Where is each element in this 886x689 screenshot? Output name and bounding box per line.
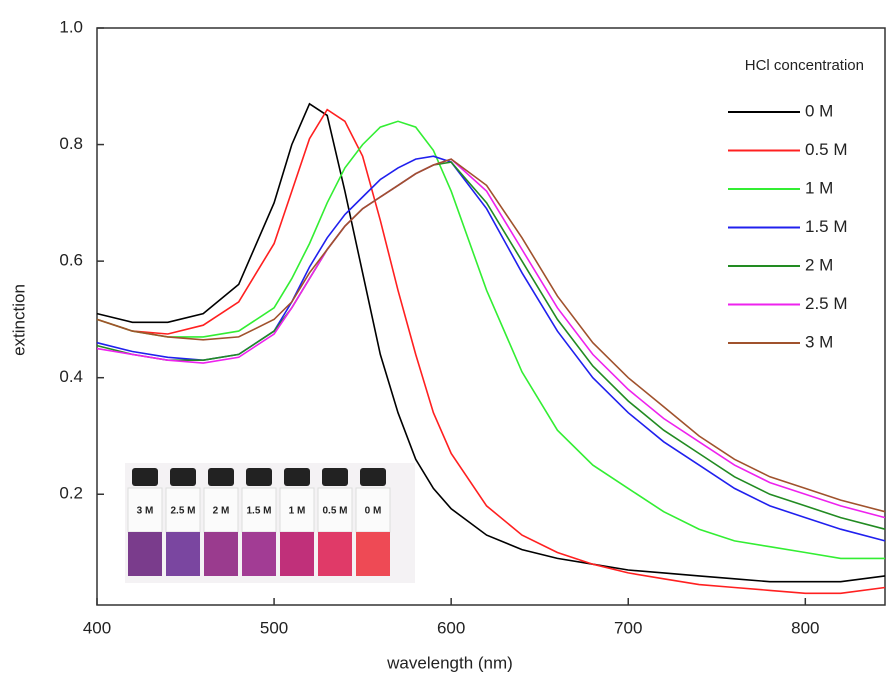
- vial-liquid: [128, 532, 162, 576]
- vial-liquid: [166, 532, 200, 576]
- inset-label: 3 M: [137, 506, 154, 517]
- legend-label: 0.5 M: [805, 140, 848, 159]
- vial-liquid: [280, 532, 314, 576]
- inset-label: 1.5 M: [246, 506, 271, 517]
- series-line: [96, 108, 886, 595]
- x-axis-label: wavelength (nm): [386, 653, 513, 672]
- series-line: [96, 102, 886, 583]
- vial-cap: [360, 468, 386, 486]
- vial-body: [203, 487, 239, 533]
- vial-liquid: [242, 532, 276, 576]
- vial-cap: [170, 468, 196, 486]
- legend-label: 0 M: [805, 101, 833, 120]
- x-tick-label: 600: [437, 618, 465, 637]
- inset-photo: 3 M 2.5 M 2 M 1.5 M 1 M 0.5 M 0 M: [125, 463, 415, 583]
- vial-cap: [132, 468, 158, 486]
- series-line: [96, 120, 885, 560]
- inset-label: 2.5 M: [170, 506, 195, 517]
- inset-label: 2 M: [213, 506, 230, 517]
- y-tick-label: 1.0: [59, 17, 83, 36]
- inset-label: 0.5 M: [322, 506, 347, 517]
- legend-label: 2 M: [805, 255, 833, 274]
- series-line: [96, 158, 886, 513]
- legend-title: HCl concentration: [745, 57, 864, 74]
- legend-label: 2.5 M: [805, 294, 848, 313]
- inset-label: 0 M: [365, 506, 382, 517]
- vial-cap: [284, 468, 310, 486]
- plot-frame: [96, 27, 886, 606]
- x-tick-label: 400: [83, 618, 111, 637]
- y-tick-label: 0.2: [59, 484, 83, 503]
- vial-cap: [246, 468, 272, 486]
- y-axis-label: extinction: [9, 284, 28, 356]
- x-tick-label: 500: [260, 618, 288, 637]
- y-tick-label: 0.6: [59, 251, 83, 270]
- vial-cap: [208, 468, 234, 486]
- vial-cap: [322, 468, 348, 486]
- vial-body: [355, 487, 391, 533]
- y-tick-label: 0.4: [59, 367, 83, 386]
- vial-body: [279, 487, 315, 533]
- y-tick-label: 0.8: [59, 134, 83, 153]
- legend-label: 1 M: [805, 178, 833, 197]
- vial-body: [127, 487, 163, 533]
- vial-liquid: [204, 532, 238, 576]
- legend-label: 3 M: [805, 332, 833, 351]
- vial-liquid: [318, 532, 352, 576]
- vial-liquid: [356, 532, 390, 576]
- x-tick-label: 700: [614, 618, 642, 637]
- x-tick-label: 800: [791, 618, 819, 637]
- legend-label: 1.5 M: [805, 217, 848, 236]
- inset-label: 1 M: [289, 506, 306, 517]
